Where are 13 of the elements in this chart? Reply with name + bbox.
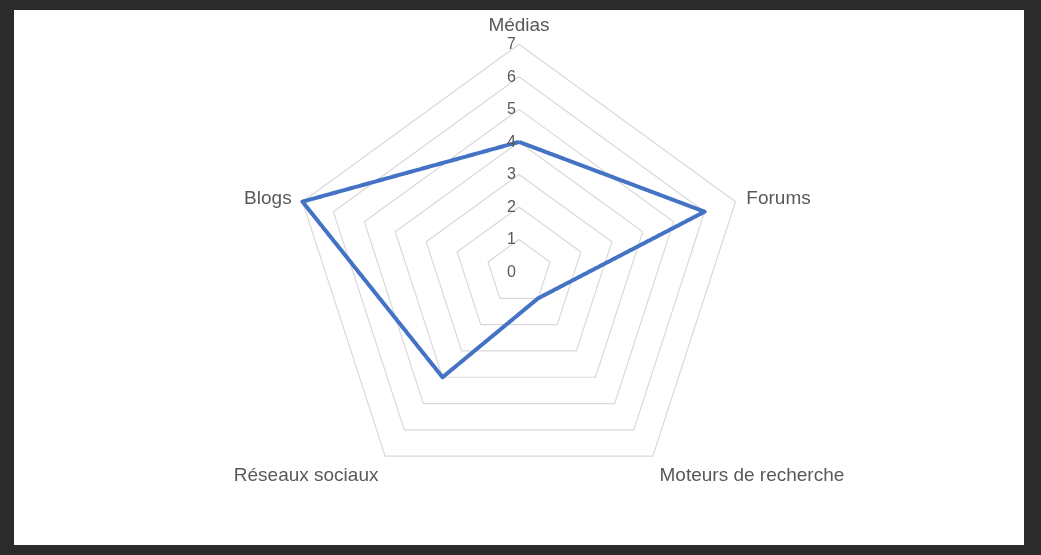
spoke-label: Médias (488, 13, 550, 35)
y-tick-label: 6 (507, 67, 517, 85)
y-tick-label: 7 (507, 35, 517, 53)
y-tick-label: 2 (507, 197, 517, 215)
spoke-label: Moteurs de recherche (659, 464, 845, 486)
y-tick-label: 0 (507, 263, 517, 280)
spoke-label: Blogs (244, 187, 292, 209)
spoke-label: Réseaux sociaux (233, 464, 379, 486)
y-tick-label: 5 (507, 100, 517, 118)
y-tick-label: 3 (507, 165, 517, 183)
y-tick-label: 1 (507, 230, 517, 248)
y-tick-label: 4 (507, 132, 517, 150)
spoke-label: Forums (746, 187, 811, 209)
